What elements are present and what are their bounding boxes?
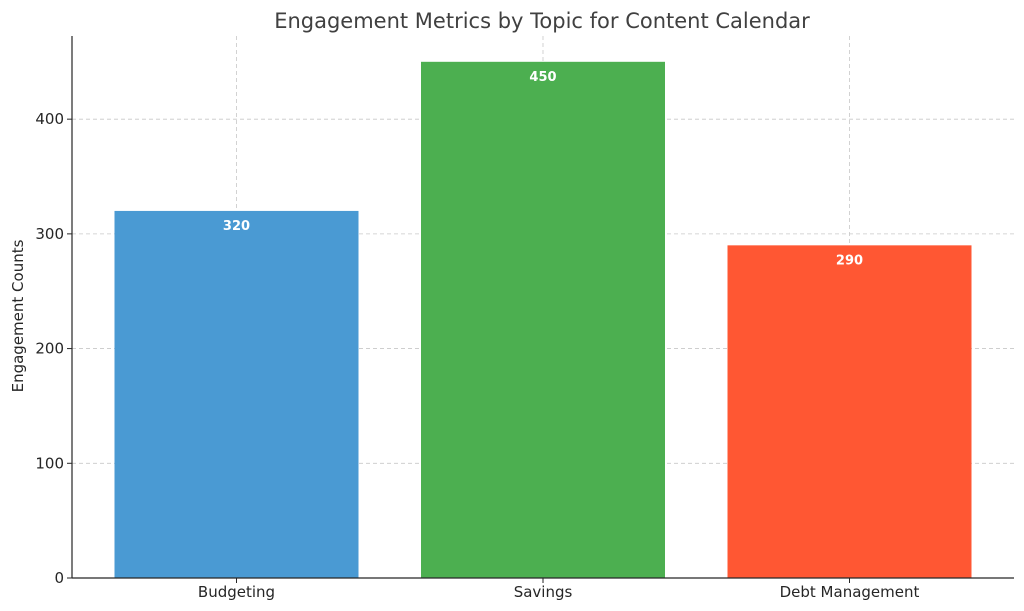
x-tick-label-2: Debt Management xyxy=(780,583,920,601)
y-tick-label-1: 100 xyxy=(35,454,64,472)
y-tick-label-4: 400 xyxy=(35,110,64,128)
bars xyxy=(114,61,972,579)
bar-debt-management xyxy=(727,245,972,578)
bar-savings xyxy=(421,61,665,579)
y-tick-label-0: 0 xyxy=(54,569,64,587)
bar-budgeting xyxy=(114,210,359,578)
chart-title: Engagement Metrics by Topic for Content … xyxy=(274,9,810,33)
x-tick-label-0: Budgeting xyxy=(198,583,275,601)
y-tick-label-3: 300 xyxy=(35,225,64,243)
y-axis-label: Engagement Counts xyxy=(9,239,27,392)
x-ticks: Budgeting Savings Debt Management xyxy=(198,578,920,601)
data-label-2: 290 xyxy=(836,253,863,268)
data-label-0: 320 xyxy=(223,219,250,234)
data-labels: 320 450 290 xyxy=(223,70,863,269)
data-label-1: 450 xyxy=(529,70,556,85)
x-tick-label-1: Savings xyxy=(514,583,573,601)
y-tick-label-2: 200 xyxy=(35,340,64,358)
y-ticks: 0 100 200 300 400 xyxy=(35,110,72,587)
